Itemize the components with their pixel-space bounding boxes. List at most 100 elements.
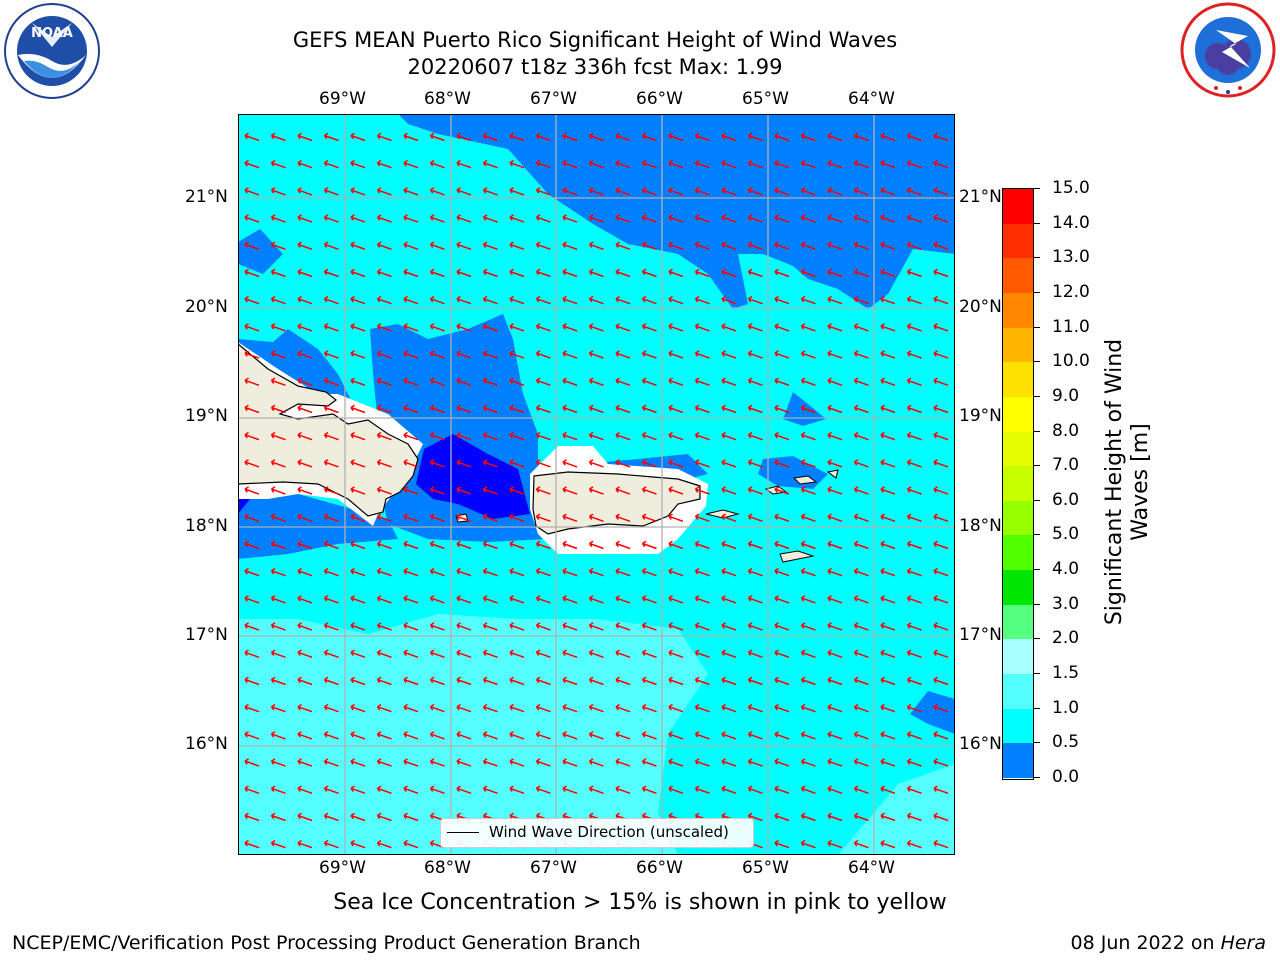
wave-direction-arrow [403, 540, 419, 550]
wave-direction-arrow [800, 268, 816, 278]
wave-direction-arrow [694, 758, 710, 767]
wave-direction-arrow [747, 676, 763, 686]
wave-direction-arrow [350, 649, 366, 659]
wave-direction-arrow [853, 839, 869, 849]
wave-direction-arrow [323, 214, 339, 223]
wave-direction-arrow [615, 513, 631, 523]
lon-label-top: 68°W [424, 89, 471, 109]
wave-direction-arrow [774, 459, 790, 468]
wave-direction-arrow [668, 676, 684, 686]
legend-label: Wind Wave Direction (unscaled) [489, 823, 729, 841]
wave-direction-arrow [906, 758, 922, 767]
wave-direction-arrow [429, 377, 445, 387]
wave-direction-arrow [906, 839, 922, 849]
wind-wave-arrows [244, 132, 949, 849]
colorbar-tick-mark [1034, 222, 1040, 224]
wave-direction-arrow [853, 459, 869, 468]
wave-direction-arrow [270, 323, 286, 332]
wave-direction-arrow [562, 567, 578, 577]
wave-direction-arrow [641, 595, 657, 604]
wave-direction-arrow [800, 486, 816, 495]
wave-direction-arrow [721, 622, 737, 631]
lon-label-top: 64°W [848, 89, 895, 109]
legend-line-icon [447, 832, 479, 833]
wave-direction-arrow [456, 676, 472, 686]
wave-direction-arrow [933, 513, 949, 523]
wave-direction-arrow [747, 785, 763, 795]
wave-direction-arrow [906, 486, 922, 495]
wave-direction-arrow [509, 268, 525, 278]
wave-direction-arrow [880, 567, 896, 577]
wave-direction-arrow [721, 459, 737, 468]
wave-direction-arrow [641, 241, 657, 251]
wave-direction-arrow [800, 622, 816, 631]
wave-direction-arrow [694, 622, 710, 631]
wave-direction-arrow [482, 785, 498, 795]
wave-direction-arrow [827, 159, 843, 169]
wave-direction-arrow [694, 268, 710, 278]
wave-direction-arrow [270, 812, 286, 822]
wave-direction-arrow [297, 676, 313, 686]
wave-direction-arrow [615, 295, 631, 305]
wave-direction-arrow [535, 595, 551, 604]
wave-direction-arrow [800, 404, 816, 414]
wave-direction-arrow [588, 459, 604, 468]
wave-direction-arrow [270, 295, 286, 305]
sea-ice-note: Sea Ice Concentration > 15% is shown in … [333, 890, 947, 915]
wave-direction-arrow [853, 595, 869, 604]
wave-direction-arrow [641, 731, 657, 740]
wave-direction-arrow [323, 567, 339, 577]
wave-direction-arrow [906, 812, 922, 822]
wave-direction-arrow [350, 839, 366, 849]
colorbar-cell [1003, 292, 1033, 329]
wave-direction-arrow [906, 323, 922, 332]
wave-direction-arrow [350, 268, 366, 278]
wave-direction-arrow [350, 812, 366, 822]
wave-direction-arrow [853, 187, 869, 196]
colorbar-tick-label: 1.0 [1052, 697, 1080, 718]
wave-direction-arrow [853, 404, 869, 414]
wave-direction-arrow [933, 295, 949, 305]
wave-direction-arrow [906, 187, 922, 196]
wave-direction-arrow [509, 731, 525, 740]
wave-direction-arrow [933, 595, 949, 604]
wave-direction-arrow [906, 214, 922, 223]
wave-direction-arrow [376, 839, 392, 849]
wave-direction-arrow [297, 404, 313, 414]
wave-direction-arrow [244, 839, 260, 849]
wave-direction-arrow [270, 431, 286, 441]
wave-direction-arrow [933, 431, 949, 441]
wave-direction-arrow [244, 567, 260, 577]
wave-direction-arrow [588, 214, 604, 223]
wave-direction-arrow [747, 241, 763, 251]
wave-direction-arrow [562, 404, 578, 414]
colorbar-cell [1003, 466, 1033, 502]
wave-direction-arrow [562, 187, 578, 196]
wave-direction-arrow [244, 622, 260, 631]
wave-direction-arrow [509, 486, 525, 495]
wave-direction-arrow [721, 268, 737, 278]
colorbar-tick-label: 3.0 [1052, 593, 1080, 614]
colorbar-tick-mark [1034, 465, 1040, 467]
wave-direction-arrow [880, 404, 896, 414]
wave-direction-arrow [376, 214, 392, 223]
wave-direction-arrow [456, 567, 472, 577]
wave-direction-arrow [827, 323, 843, 332]
wave-direction-arrow [535, 431, 551, 441]
wave-direction-arrow [588, 703, 604, 713]
wave-direction-arrow [721, 241, 737, 251]
wave-direction-arrow [774, 295, 790, 305]
wave-direction-arrow [429, 404, 445, 414]
wave-direction-arrow [244, 214, 260, 223]
wave-direction-arrow [906, 431, 922, 441]
wave-direction-arrow [456, 377, 472, 387]
wave-direction-arrow [376, 676, 392, 686]
colorbar-tick-label: 10.0 [1052, 351, 1090, 372]
lon-label-bottom: 66°W [636, 858, 683, 878]
wave-direction-arrow [376, 758, 392, 767]
wave-direction-arrow [615, 159, 631, 169]
wave-direction-arrow [641, 404, 657, 414]
wave-direction-arrow [244, 323, 260, 332]
wave-direction-arrow [668, 295, 684, 305]
wave-direction-arrow [880, 214, 896, 223]
